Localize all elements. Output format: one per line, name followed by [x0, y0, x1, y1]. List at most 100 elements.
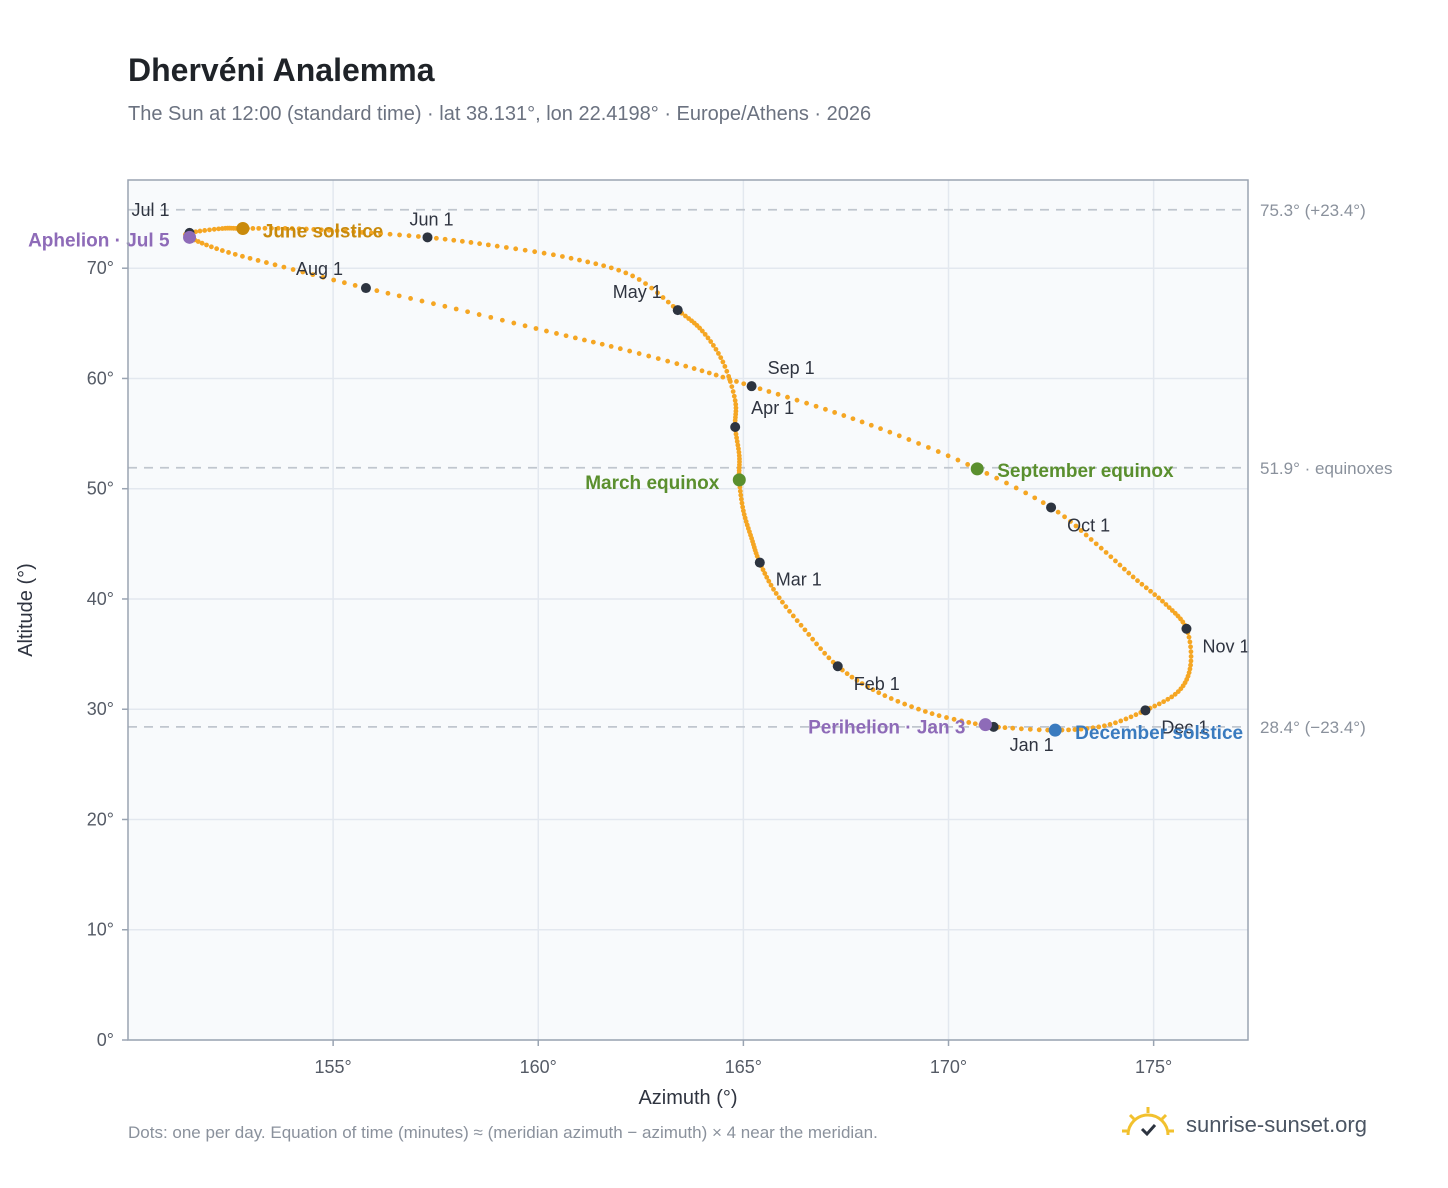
daily-dot — [1135, 578, 1140, 584]
daily-dot — [909, 704, 914, 710]
brand[interactable]: sunrise-sunset.org — [1120, 1100, 1367, 1150]
daily-dot — [959, 718, 964, 724]
daily-dot — [738, 496, 744, 502]
daily-dot — [1055, 509, 1061, 515]
daily-dot — [722, 364, 728, 369]
daily-dot — [757, 386, 763, 392]
daily-dot — [729, 384, 735, 389]
daily-dot — [771, 586, 776, 592]
daily-dot — [533, 326, 539, 331]
daily-dot — [1088, 537, 1094, 542]
daily-dot — [1163, 602, 1169, 607]
daily-dot — [643, 281, 648, 287]
y-tick-label: 20° — [87, 809, 114, 829]
daily-dot — [431, 301, 436, 307]
daily-dot — [1027, 726, 1033, 732]
daily-dot — [720, 359, 726, 365]
daily-dot — [854, 678, 860, 683]
daily-dot — [342, 228, 348, 234]
daily-dot — [726, 373, 732, 379]
daily-dot — [813, 403, 819, 409]
daily-dot — [655, 290, 660, 296]
daily-dot — [406, 233, 412, 239]
daily-dot — [408, 296, 413, 301]
daily-dot — [494, 243, 500, 249]
daily-dot — [646, 353, 652, 359]
daily-dot — [1068, 519, 1073, 524]
daily-dot — [1152, 703, 1158, 709]
daily-dot — [630, 273, 636, 279]
plot-background — [128, 180, 1248, 1040]
daily-dot — [275, 225, 281, 231]
daily-dot — [822, 650, 828, 656]
daily-dot — [255, 258, 261, 263]
daily-dot — [1118, 718, 1124, 724]
daily-dot — [826, 655, 832, 661]
month-label: Oct 1 — [1067, 515, 1110, 535]
daily-dot — [1107, 721, 1113, 727]
daily-dot — [1018, 726, 1024, 732]
x-tick-label: 170° — [930, 1057, 967, 1077]
y-tick-label: 70° — [87, 258, 114, 278]
daily-dot — [334, 228, 340, 234]
month-marker — [730, 421, 741, 432]
daily-dot — [705, 335, 711, 341]
daily-dot — [1152, 592, 1158, 598]
month-label: Nov 1 — [1202, 637, 1249, 657]
daily-dot — [1130, 574, 1136, 580]
daily-dot — [734, 379, 739, 384]
daily-dot — [929, 711, 935, 717]
daily-dot — [608, 344, 614, 349]
daily-dot — [702, 331, 708, 337]
daily-dot — [859, 681, 865, 687]
daily-dot — [708, 339, 714, 344]
plot-frame — [127, 179, 1249, 1041]
daily-dot — [608, 265, 614, 271]
daily-dot — [560, 254, 565, 259]
daily-dot — [736, 446, 741, 452]
daily-dot — [906, 437, 912, 442]
daily-dot — [1078, 528, 1084, 533]
daily-dot — [1188, 649, 1194, 655]
daily-dot — [1117, 562, 1123, 568]
daily-dot — [513, 246, 519, 252]
x-tick-label: 175° — [1135, 1057, 1172, 1077]
event-label: Perihelion · Jan 3 — [808, 718, 965, 739]
daily-dot — [199, 240, 205, 246]
daily-dot — [798, 622, 804, 628]
daily-dot — [320, 274, 326, 280]
daily-dot — [1113, 720, 1118, 726]
month-label: Jul 1 — [132, 200, 170, 220]
daily-dot — [1161, 699, 1167, 705]
month-label: Dec 1 — [1161, 717, 1208, 737]
daily-dot — [766, 389, 772, 394]
daily-dot — [727, 379, 733, 384]
month-marker — [672, 305, 683, 316]
daily-dot — [1143, 585, 1149, 591]
daily-dot — [511, 320, 517, 326]
daily-dot — [290, 267, 296, 272]
daily-dot — [1096, 724, 1102, 730]
daily-dot — [1013, 485, 1019, 491]
month-marker — [832, 661, 843, 672]
daily-dot — [1102, 723, 1107, 729]
daily-dot — [1188, 658, 1194, 664]
daily-dot — [207, 227, 212, 233]
daily-dot — [616, 267, 622, 273]
daily-dot — [1023, 490, 1029, 496]
daily-dot — [810, 636, 816, 642]
daily-dot — [965, 462, 971, 467]
month-label: Feb 1 — [854, 674, 900, 694]
daily-dot — [1166, 605, 1172, 610]
event-label: March equinox — [585, 473, 720, 494]
daily-dot — [882, 693, 888, 699]
daily-dot — [850, 416, 856, 422]
daily-dot — [590, 339, 596, 345]
daily-dot — [623, 270, 629, 276]
y-tick-label: 0° — [97, 1030, 114, 1050]
daily-dot — [385, 290, 391, 296]
daily-dot — [636, 351, 642, 356]
daily-dot — [311, 227, 317, 232]
daily-dot — [256, 225, 262, 231]
daily-dot — [691, 366, 697, 371]
